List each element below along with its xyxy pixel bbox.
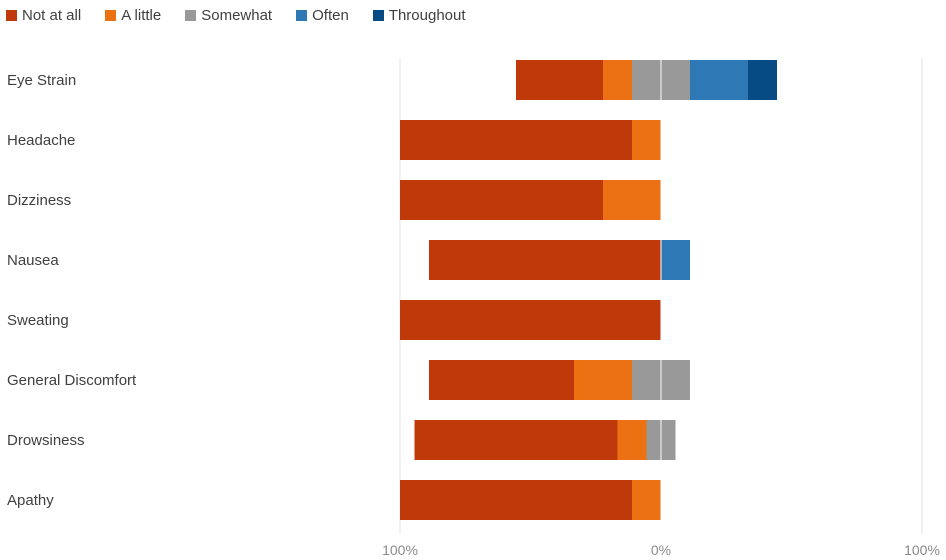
bar-nausea-often [661,240,690,280]
category-label: Nausea [7,252,59,269]
category-label: Apathy [7,492,54,509]
x-tick-label: 0% [651,542,671,558]
legend-swatch [6,9,17,21]
category-label: Headache [7,132,75,149]
legend-label: Somewhat [201,6,273,24]
legend-item-a-little: A little [105,7,161,24]
legend-swatch [185,9,197,21]
x-tick-label: 100% [382,542,418,558]
legend-item-often: Often [296,7,349,24]
legend-item-somewhat: Somewhat [185,7,272,24]
bar-dizziness-a-little [603,180,661,220]
category-label: Eye Strain [7,72,76,89]
bar-eye-strain-not-at-all [516,60,603,100]
bar-dizziness-not-at-all [400,180,603,220]
category-label: Dizziness [7,192,71,209]
bar-headache-not-at-all [400,120,632,160]
legend-item-throughout: Throughout [372,6,466,24]
legend-label: Often [312,6,349,24]
bar-apathy-a-little [632,480,661,520]
category-label: General Discomfort [7,372,137,389]
x-tick-label: 100% [904,542,940,558]
bar-drowsiness-a-little [617,420,647,460]
bar-eye-strain-throughout [748,60,777,100]
legend-swatch [372,9,384,21]
chart-legend: Not at all A little Somewhat Often Throughou… [6,5,490,25]
category-label: Sweating [7,312,69,329]
legend-swatch [105,9,117,21]
bar-apathy-not-at-all [400,480,632,520]
legend-swatch [296,9,308,21]
legend-item-not-at-all: Not at all [6,7,81,24]
bar-sweating-not-at-all [400,300,661,340]
bar-nausea-not-at-all [429,240,661,280]
category-label: Drowsiness [7,432,85,449]
bar-headache-a-little [632,120,661,160]
bar-general-discomfort-not-at-all [429,360,574,400]
bar-drowsiness-not-at-all [414,420,618,460]
legend-label: Throughout [388,6,466,24]
legend-label: Not at all [22,6,82,24]
legend-label: A little [121,6,162,24]
bar-general-discomfort-a-little [574,360,632,400]
bar-eye-strain-a-little [603,60,632,100]
bar-eye-strain-often [690,60,748,100]
